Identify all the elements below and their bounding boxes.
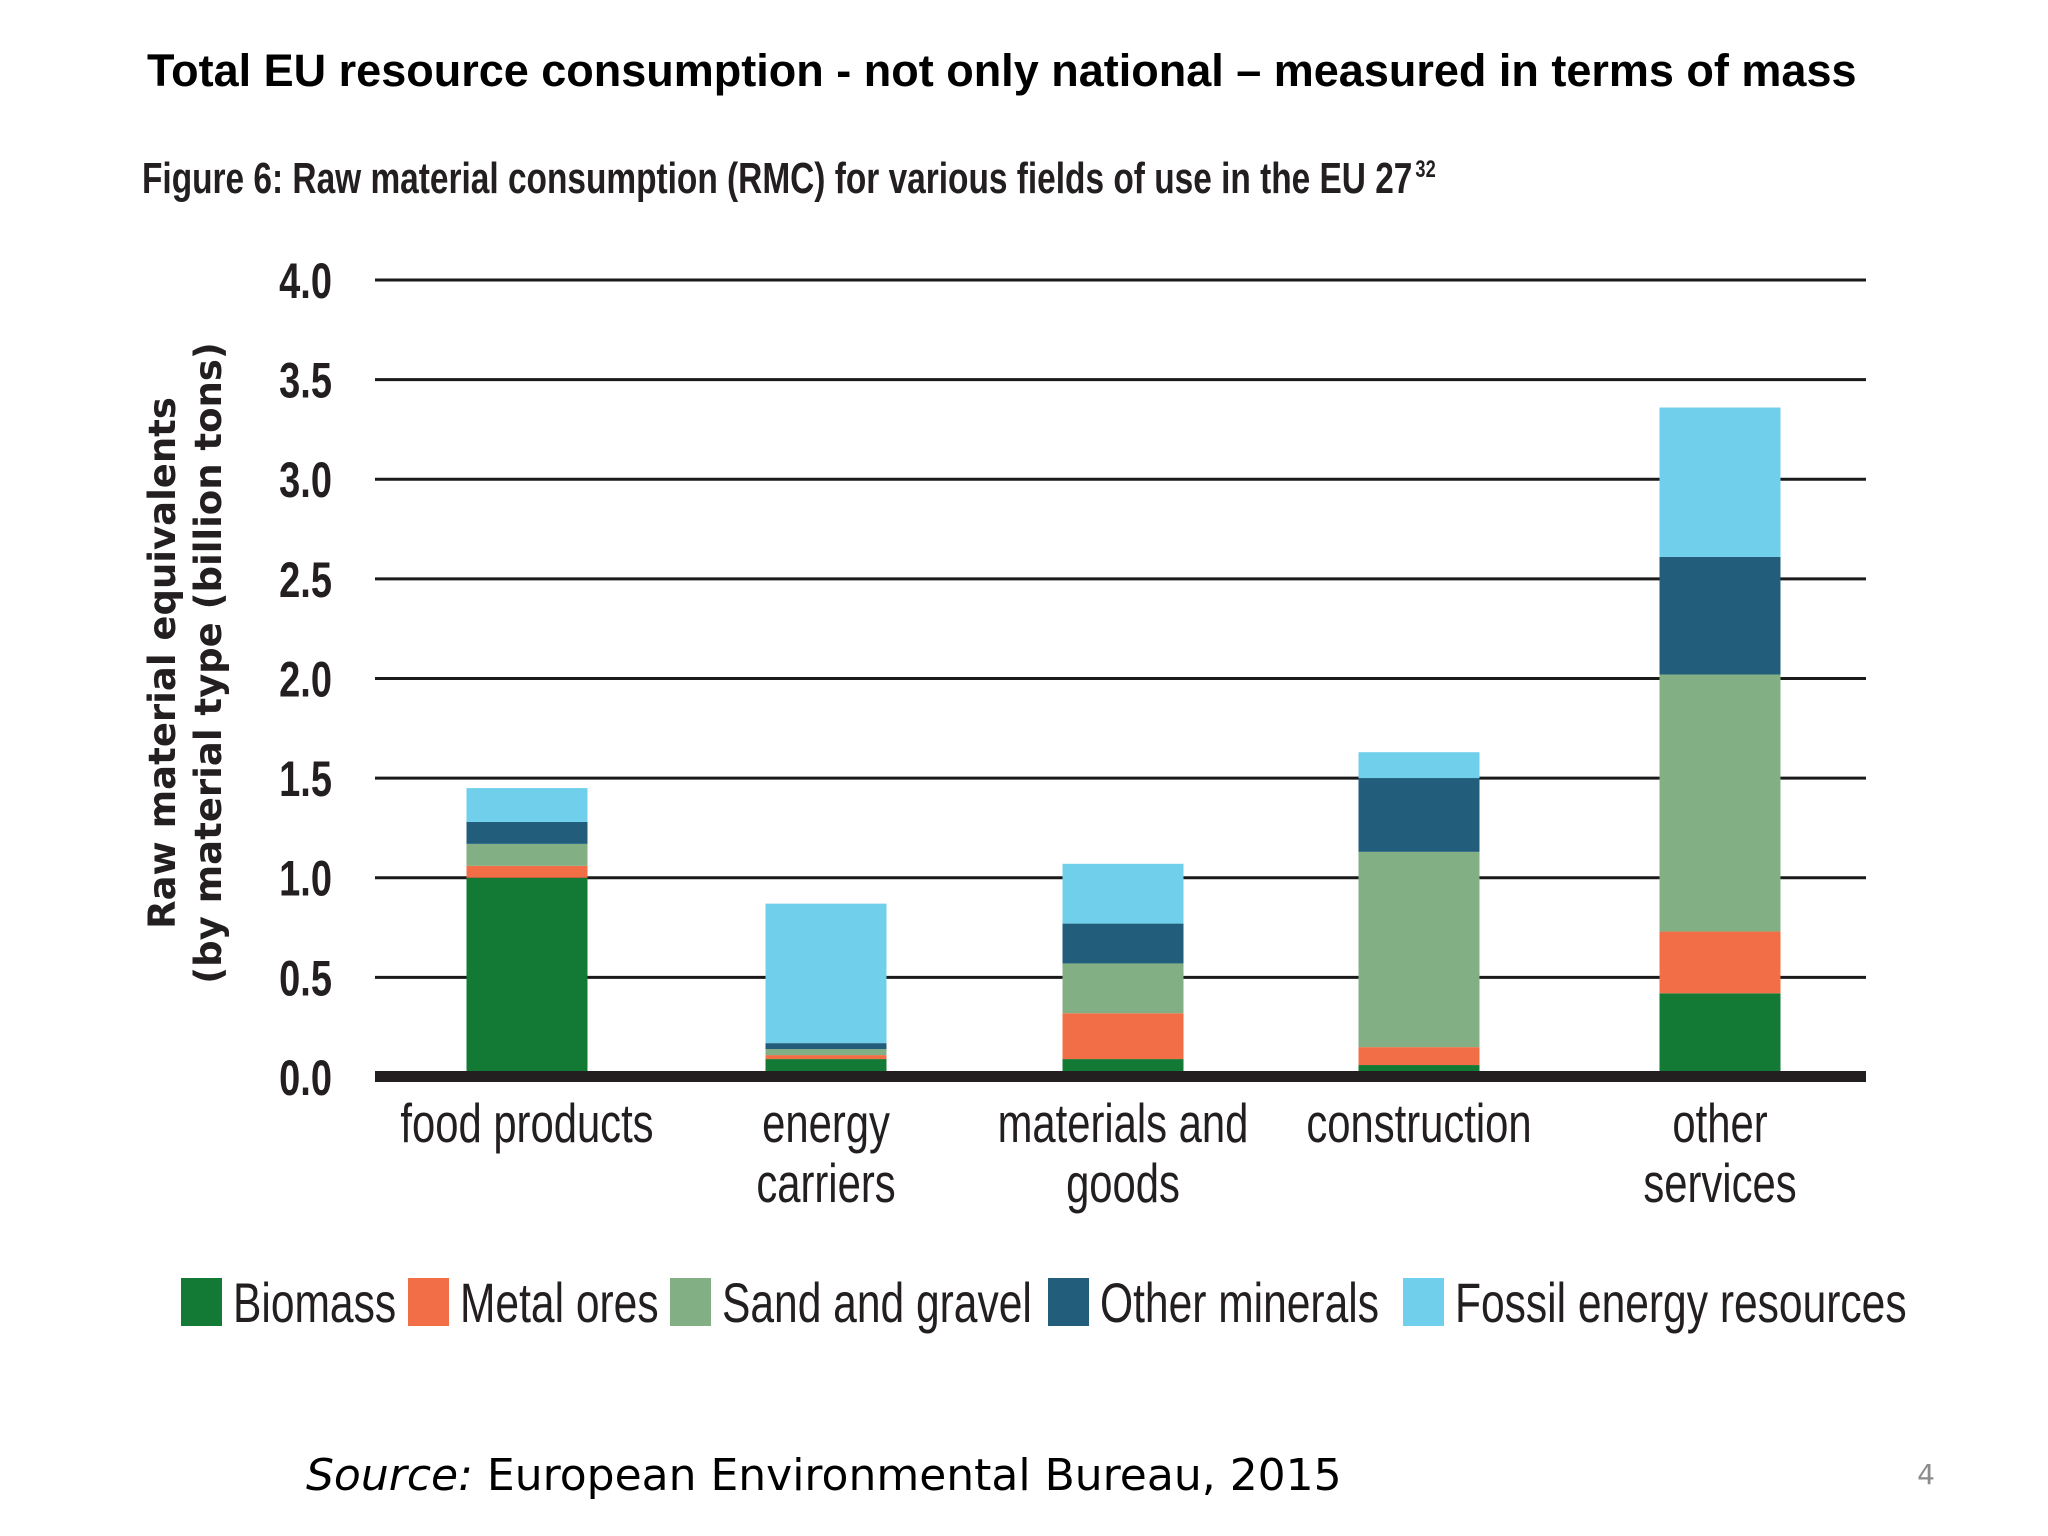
chart-title: Figure 6: Raw material consumption (RMC)… <box>142 155 1412 203</box>
bar-segment-biomass <box>466 877 588 1077</box>
legend-item: Other minerals <box>1048 1271 1379 1334</box>
x-tick-label: services <box>1643 1154 1796 1215</box>
legend-swatch <box>670 1278 711 1326</box>
gridlines <box>375 278 1866 979</box>
x-tick-label: goods <box>1066 1154 1180 1215</box>
page-number: 4 <box>1917 1458 1935 1491</box>
y-tick-label: 3.5 <box>279 354 332 409</box>
y-axis-title-line1: Raw material equivalents <box>141 397 184 929</box>
y-tick-label: 0.5 <box>279 951 332 1006</box>
chart-title-footnote: 32 <box>1415 156 1435 183</box>
bar-segment-other-minerals <box>466 821 588 844</box>
bars <box>466 407 1781 1077</box>
bar-segment-fossil-energy-resources <box>1659 407 1781 557</box>
bar-segment-sand-and-gravel <box>1062 963 1184 1014</box>
bar-segment-fossil-energy-resources <box>466 788 588 822</box>
legend-item: Fossil energy resources <box>1403 1271 1907 1334</box>
x-tick-label: food products <box>400 1094 653 1155</box>
y-axis-ticks: 0.0 0.5 1.0 1.5 2.0 2.5 3.0 3.5 4.0 <box>279 254 332 1106</box>
bar-segment-other-minerals <box>765 1043 887 1050</box>
bar-segment-fossil-energy-resources <box>765 903 887 1044</box>
legend-item: Metal ores <box>408 1271 659 1334</box>
svg-text:Figure 6: Raw material consump: Figure 6: Raw material consumption (RMC)… <box>142 155 1436 203</box>
bar-segment-sand-and-gravel <box>1659 674 1781 932</box>
x-tick-label: carriers <box>756 1154 895 1215</box>
x-tick-label: energy <box>762 1094 890 1155</box>
bar-segment-other-minerals <box>1062 923 1184 964</box>
bar-segment-metal-ores <box>1659 931 1781 994</box>
slide-title: Total EU resource consumption - not only… <box>147 45 1857 96</box>
y-tick-label: 4.0 <box>279 254 332 309</box>
bar-segment-fossil-energy-resources <box>1062 863 1184 924</box>
source-text: European Environmental Bureau, 2015 <box>473 1450 1342 1501</box>
legend-swatch <box>408 1278 449 1326</box>
legend-swatch <box>181 1278 222 1326</box>
bar-segment-sand-and-gravel <box>1358 851 1480 1048</box>
y-tick-label: 1.5 <box>279 752 332 807</box>
y-axis-title: Raw material equivalents (by material ty… <box>141 342 230 984</box>
legend-label: Other minerals <box>1100 1271 1379 1334</box>
legend-swatch <box>1048 1278 1089 1326</box>
x-axis-baseline <box>375 1071 1866 1082</box>
bar-segment-metal-ores <box>765 1055 887 1060</box>
legend: Biomass Metal ores Sand and gravel Other mi… <box>181 1271 1907 1334</box>
x-tick-label: materials and <box>998 1094 1249 1155</box>
legend-label: Fossil energy resources <box>1455 1271 1907 1334</box>
bar-segment-fossil-energy-resources <box>1358 752 1480 779</box>
y-tick-label: 1.0 <box>279 852 332 907</box>
bar-segment-other-minerals <box>1659 556 1781 675</box>
bar-segment-biomass <box>1659 993 1781 1077</box>
legend-item: Sand and gravel <box>670 1271 1032 1334</box>
y-tick-label: 0.0 <box>279 1051 332 1106</box>
bar-segment-sand-and-gravel <box>765 1049 887 1056</box>
legend-label: Sand and gravel <box>722 1271 1032 1334</box>
source-note: Source: European Environmental Bureau, 2… <box>306 1450 1342 1501</box>
x-tick-label: other <box>1672 1094 1767 1155</box>
source-label: Source: <box>306 1450 473 1501</box>
bar-segment-metal-ores <box>466 865 588 878</box>
bar-segment-metal-ores <box>1358 1047 1480 1066</box>
bar-segment-metal-ores <box>1062 1013 1184 1060</box>
legend-swatch <box>1403 1278 1444 1326</box>
x-tick-label: construction <box>1306 1094 1531 1155</box>
legend-item: Biomass <box>181 1271 396 1334</box>
legend-label: Metal ores <box>460 1271 659 1334</box>
legend-label: Biomass <box>233 1271 396 1334</box>
y-tick-label: 2.5 <box>279 553 332 608</box>
chart-caption: Figure 6: Raw material consumption (RMC)… <box>142 155 1436 203</box>
y-tick-label: 3.0 <box>279 453 332 508</box>
y-axis-title-line2: (by material type (billion tons) <box>187 342 230 984</box>
bar-segment-other-minerals <box>1358 778 1480 852</box>
bar-segment-sand-and-gravel <box>466 843 588 866</box>
y-tick-label: 2.0 <box>279 653 332 708</box>
